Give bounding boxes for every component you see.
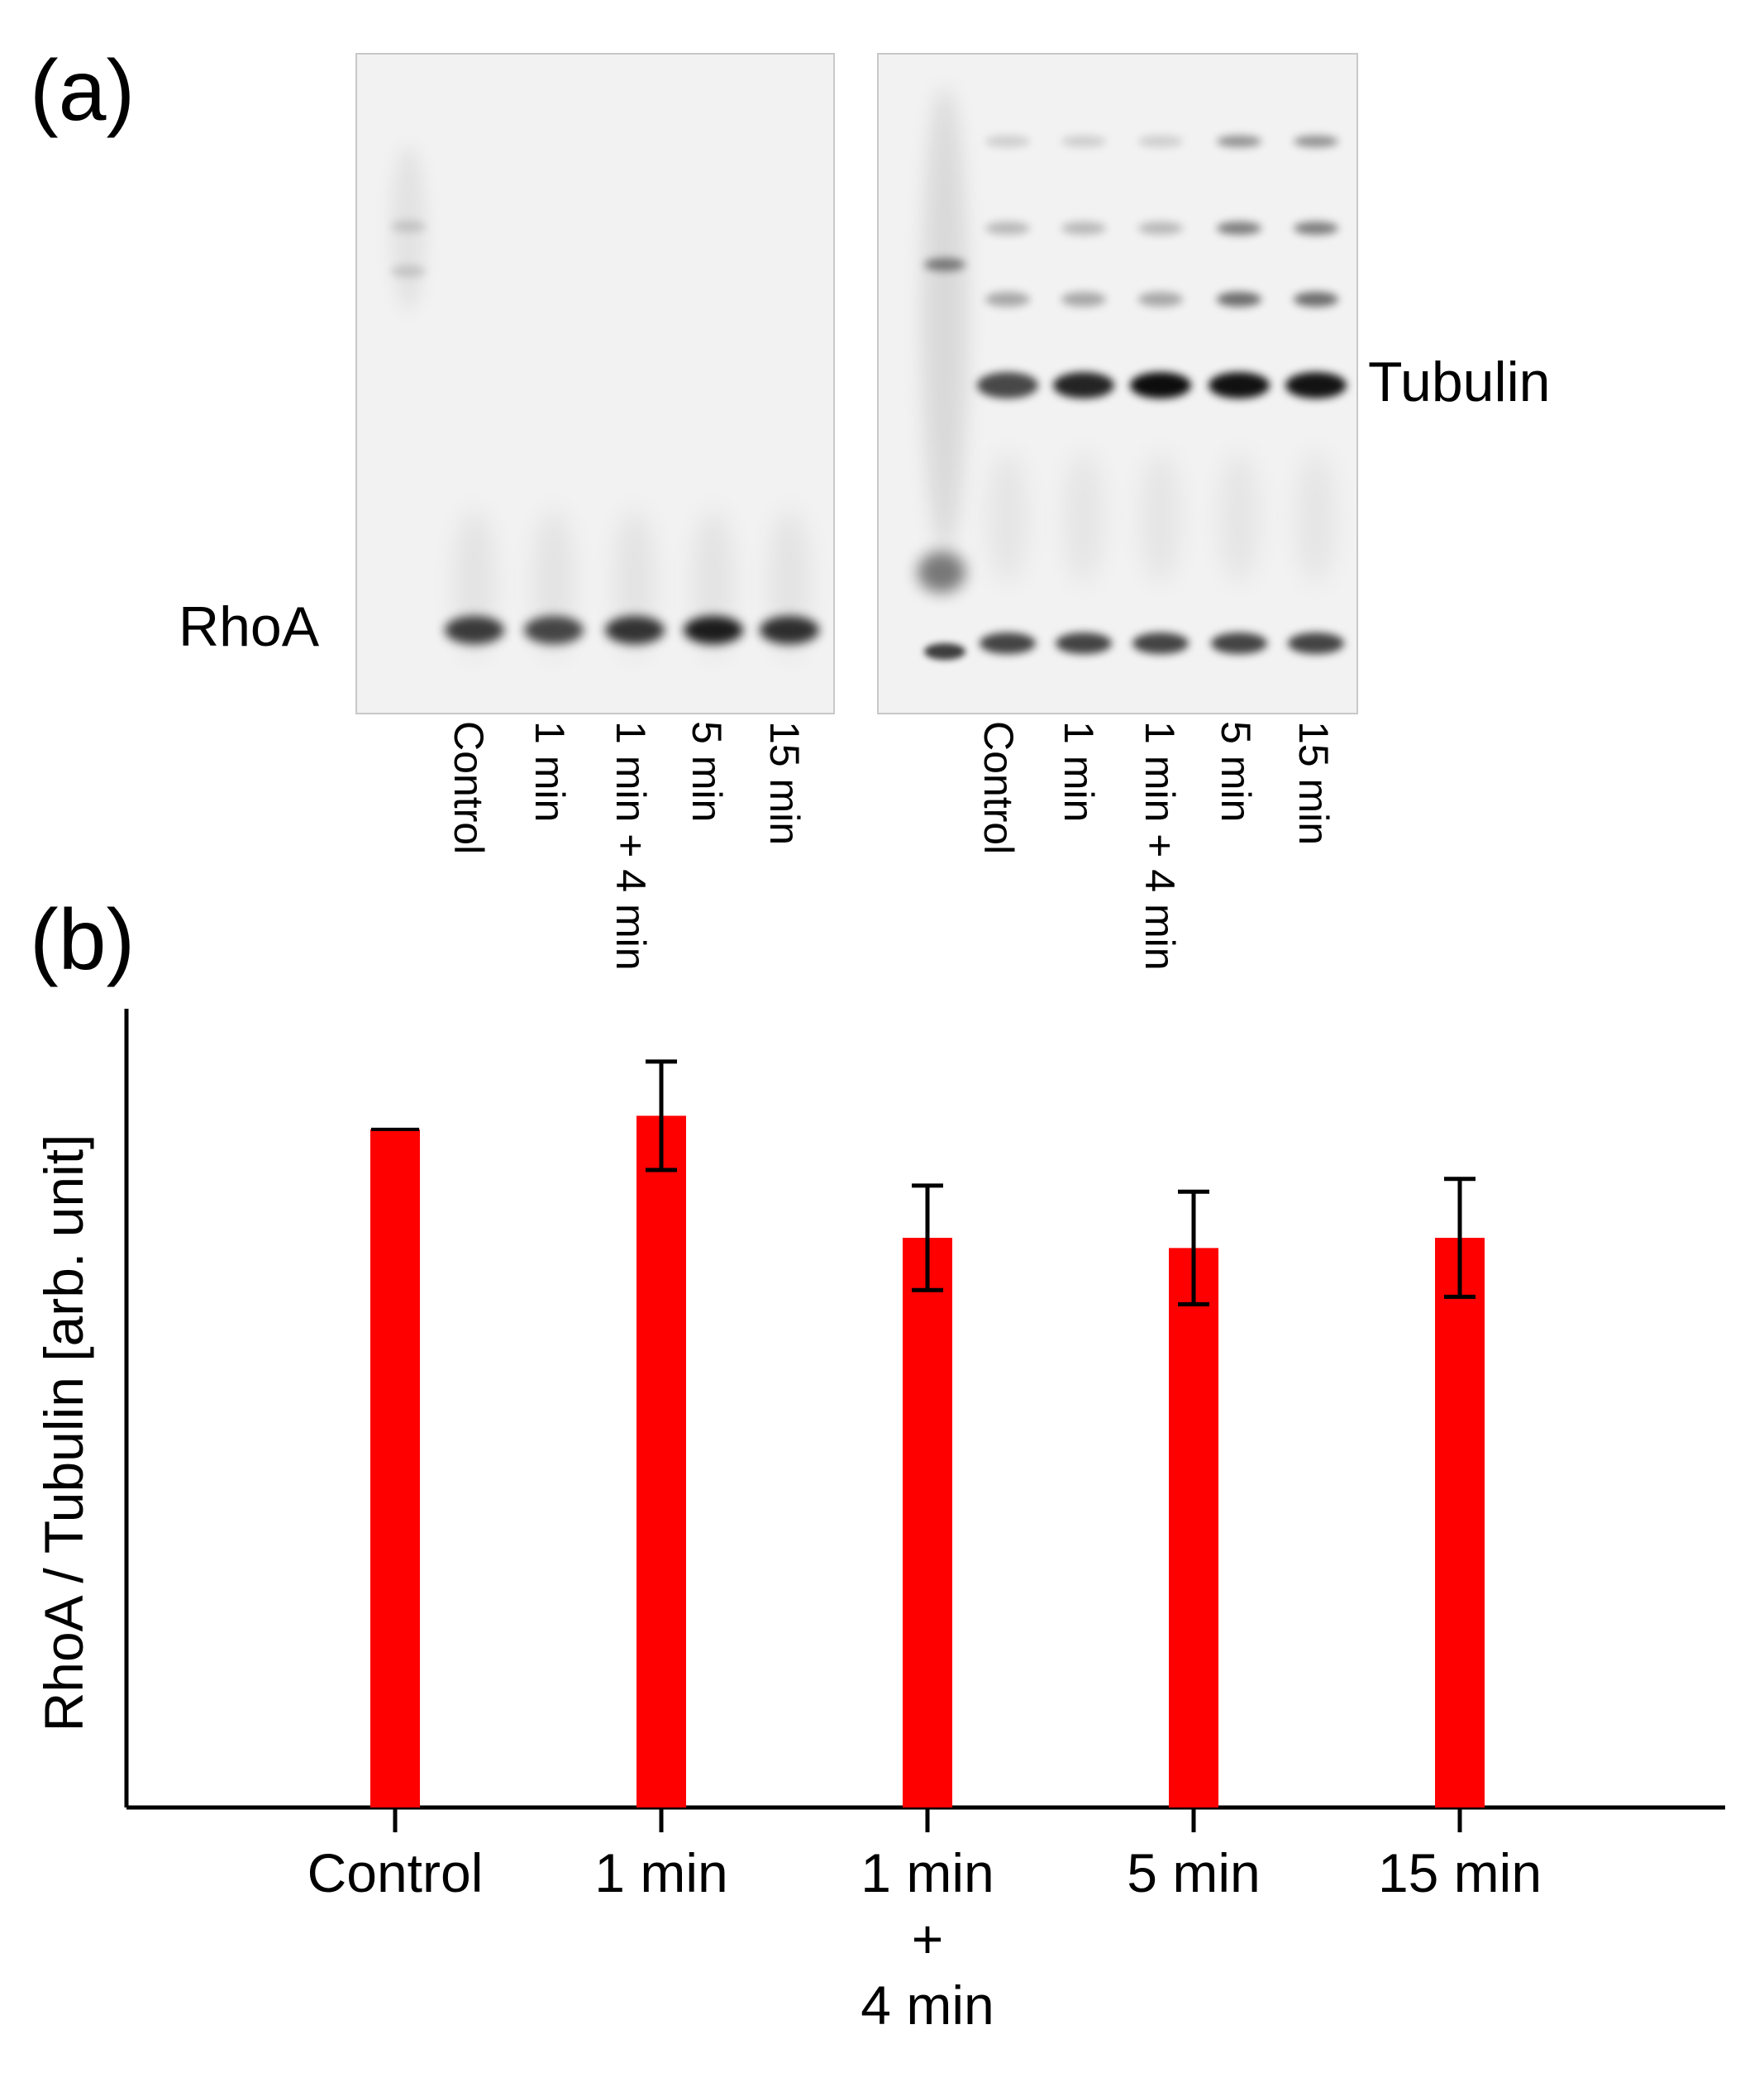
rhoa-band <box>1288 633 1344 654</box>
panel-a-label: (a) <box>30 43 136 139</box>
ladder-band <box>924 258 965 271</box>
ladder-band <box>918 552 965 593</box>
ladder-band <box>391 265 426 277</box>
lane-label-left-1: Control <box>446 721 492 855</box>
x-tick-label-1: Control <box>308 1842 484 1903</box>
smear <box>988 451 1027 584</box>
upper-band <box>1294 136 1338 147</box>
lane-label-left-2: 1 min <box>527 721 573 823</box>
smear <box>1219 451 1259 584</box>
upper-band <box>1061 292 1106 307</box>
panel-b-label: (b) <box>30 892 136 988</box>
y-axis-label: RhoA / Tubulin [arb. unit] <box>33 1134 94 1732</box>
upper-band <box>1061 136 1106 147</box>
upper-band <box>985 136 1030 147</box>
upper-band <box>985 222 1030 235</box>
x-tick-label-3: 4 min <box>861 1975 994 2036</box>
lane-label-right-1: Control <box>975 721 1022 855</box>
lane-label-right-5: 15 min <box>1290 721 1337 846</box>
rhoa-band <box>760 616 819 644</box>
x-tick-label-2: 1 min <box>594 1842 727 1903</box>
ladder-band <box>924 643 965 660</box>
rhoa-band-label: RhoA <box>179 595 320 658</box>
rhoa-blot-image <box>355 53 835 714</box>
upper-band <box>1294 222 1338 235</box>
x-tick-label-4: 5 min <box>1127 1842 1260 1903</box>
upper-band <box>1138 136 1183 147</box>
bar-5 <box>1435 1238 1485 1807</box>
upper-band <box>1217 136 1261 147</box>
x-tick-label-3: + <box>912 1908 944 1970</box>
ladder-smear <box>923 88 967 551</box>
lane-label-right-3: 1 min + 4 min <box>1137 721 1183 971</box>
upper-band <box>1061 222 1106 235</box>
tubulin-band <box>1130 372 1191 399</box>
rhoa-band <box>524 616 584 644</box>
upper-band <box>1294 292 1338 307</box>
rhoa-band <box>605 616 665 644</box>
tubulin-band <box>1285 372 1347 399</box>
tubulin-band <box>977 372 1038 399</box>
smear <box>1296 451 1336 584</box>
lane-label-left-5: 15 min <box>761 721 808 846</box>
bar-1 <box>370 1129 420 1807</box>
tubulin-band-label: Tubulin <box>1368 351 1551 413</box>
upper-band <box>1217 292 1261 307</box>
tubulin-band <box>1209 372 1270 399</box>
ladder-smear <box>390 146 427 311</box>
rhoa-band <box>1211 633 1267 654</box>
bar-chart: RhoA / Tubulin [arb. unit] Control 1 min 1 … <box>33 1009 1725 2036</box>
lane-label-right-4: 5 min <box>1213 721 1259 823</box>
upper-band <box>1138 222 1183 235</box>
upper-band <box>1138 292 1183 307</box>
ladder-band <box>391 221 426 232</box>
tubulin-band <box>1053 372 1114 399</box>
upper-band <box>985 292 1030 307</box>
upper-band <box>1217 222 1261 235</box>
rhoa-band <box>445 616 504 644</box>
bar-3 <box>903 1238 952 1807</box>
tubulin-blot-image <box>877 53 1358 714</box>
rhoa-band <box>684 616 743 644</box>
lane-label-right-2: 1 min <box>1056 721 1102 823</box>
x-tick-label-3: 1 min <box>861 1842 994 1903</box>
bar-4 <box>1169 1248 1218 1807</box>
rhoa-band <box>1132 633 1189 654</box>
lane-label-left-4: 5 min <box>684 721 730 823</box>
smear <box>1141 451 1180 584</box>
smear <box>1064 451 1104 584</box>
x-tick-label-5: 15 min <box>1378 1842 1542 1903</box>
bar-2 <box>636 1115 686 1807</box>
rhoa-band <box>980 633 1036 654</box>
rhoa-band <box>1056 633 1112 654</box>
lane-label-left-3: 1 min + 4 min <box>608 721 654 971</box>
